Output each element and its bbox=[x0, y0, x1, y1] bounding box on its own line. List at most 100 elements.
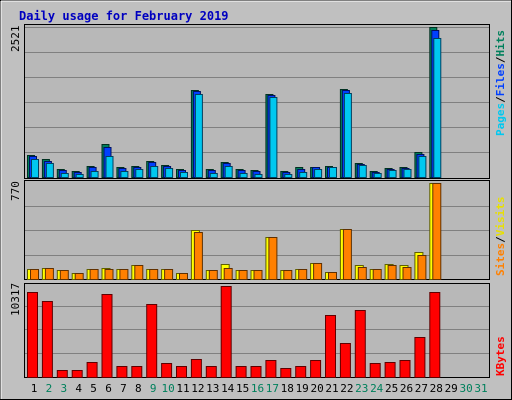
bar-bottom-kbytes-22 bbox=[339, 343, 351, 378]
bar-middle-sites-28 bbox=[432, 183, 442, 280]
bar-bottom-kbytes-7 bbox=[116, 366, 128, 378]
x-tick-label: 27 bbox=[415, 382, 428, 395]
bar-top-pages-23 bbox=[358, 165, 367, 178]
x-tick-label: 16 bbox=[251, 382, 264, 395]
x-tick-label: 18 bbox=[281, 382, 294, 395]
bar-middle-sites-10 bbox=[164, 269, 174, 280]
bar-middle-sites-25 bbox=[387, 265, 397, 280]
chart-title: Daily usage for February 2019 bbox=[19, 9, 229, 23]
bar-top-pages-14 bbox=[224, 166, 233, 178]
bar-bottom-kbytes-28 bbox=[429, 292, 441, 378]
bar-bottom-kbytes-18 bbox=[280, 368, 292, 378]
bar-top-pages-2 bbox=[45, 163, 54, 178]
x-tick-label: 9 bbox=[150, 382, 157, 395]
bar-top-pages-19 bbox=[299, 172, 308, 178]
bar-bottom-kbytes-24 bbox=[369, 363, 381, 378]
bar-bottom-kbytes-25 bbox=[384, 362, 396, 378]
bar-middle-sites-9 bbox=[149, 269, 159, 280]
legend-sites: Sites bbox=[494, 243, 507, 276]
bar-bottom-kbytes-20 bbox=[310, 360, 322, 378]
legend-hits: Hits bbox=[494, 30, 507, 57]
bar-middle-sites-16 bbox=[253, 270, 263, 280]
bar-middle-sites-20 bbox=[313, 263, 323, 280]
x-tick-label: 20 bbox=[310, 382, 323, 395]
bar-marks bbox=[27, 27, 442, 378]
x-tick-label: 14 bbox=[221, 382, 235, 395]
middle-legend: Sites/Visits bbox=[494, 197, 507, 277]
bar-top-pages-11 bbox=[180, 172, 188, 178]
bar-bottom-kbytes-27 bbox=[414, 337, 426, 378]
bar-bottom-kbytes-14 bbox=[220, 286, 232, 378]
bar-top-pages-15 bbox=[239, 173, 248, 178]
x-tick-label: 10 bbox=[161, 382, 174, 395]
bar-middle-sites-3 bbox=[59, 270, 69, 280]
bar-middle-sites-6 bbox=[104, 269, 114, 280]
x-tick-label: 23 bbox=[355, 382, 368, 395]
bar-top-pages-12 bbox=[194, 94, 203, 178]
bar-middle-sites-4 bbox=[74, 273, 84, 280]
x-tick-label: 13 bbox=[206, 382, 219, 395]
top-y-max-label: 2521 bbox=[9, 26, 22, 53]
x-tick-label: 25 bbox=[385, 382, 398, 395]
bar-middle-sites-26 bbox=[402, 267, 412, 280]
bar-top-pages-10 bbox=[165, 168, 174, 178]
bar-bottom-kbytes-8 bbox=[131, 366, 143, 378]
legend-sep: / bbox=[494, 236, 507, 243]
bar-middle-sites-18 bbox=[283, 270, 293, 280]
bar-top-pages-16 bbox=[254, 174, 263, 178]
bar-top-pages-25 bbox=[388, 170, 397, 178]
legend-files: Files bbox=[494, 63, 507, 96]
bar-bottom-kbytes-3 bbox=[56, 370, 68, 378]
bar-middle-sites-1 bbox=[30, 269, 39, 280]
bar-middle-sites-7 bbox=[119, 269, 129, 280]
top-legend: Pages/Files/Hits bbox=[494, 30, 507, 136]
x-tick-label: 26 bbox=[400, 382, 413, 395]
bar-top-pages-1 bbox=[31, 159, 39, 178]
bar-middle-sites-5 bbox=[89, 269, 99, 280]
x-tick-label: 1 bbox=[31, 382, 38, 395]
bar-bottom-kbytes-2 bbox=[41, 301, 53, 378]
x-tick-label: 6 bbox=[105, 382, 112, 395]
bar-top-pages-28 bbox=[433, 38, 442, 178]
bar-bottom-kbytes-1 bbox=[27, 292, 38, 378]
x-tick-label: 30 bbox=[459, 382, 472, 395]
bar-top-pages-20 bbox=[314, 169, 323, 178]
bar-middle-sites-8 bbox=[134, 265, 144, 280]
bar-middle-sites-15 bbox=[238, 270, 248, 280]
bar-middle-sites-12 bbox=[193, 232, 203, 280]
x-tick-label: 3 bbox=[60, 382, 67, 395]
bar-bottom-kbytes-9 bbox=[146, 304, 158, 378]
bar-middle-sites-23 bbox=[357, 267, 367, 280]
bottom-y-max-label: 10317 bbox=[9, 283, 22, 316]
bar-middle-sites-22 bbox=[342, 229, 352, 280]
x-tick-label: 15 bbox=[236, 382, 249, 395]
bar-bottom-kbytes-4 bbox=[71, 370, 83, 378]
bar-bottom-kbytes-21 bbox=[325, 315, 336, 378]
bar-top-pages-7 bbox=[120, 171, 129, 178]
bar-top-pages-24 bbox=[373, 173, 382, 178]
bar-bottom-kbytes-5 bbox=[86, 362, 98, 378]
bar-middle-sites-27 bbox=[417, 255, 427, 280]
bar-bottom-kbytes-13 bbox=[205, 366, 217, 378]
bar-top-pages-18 bbox=[284, 174, 293, 178]
bar-bottom-kbytes-19 bbox=[295, 366, 307, 378]
bar-bottom-kbytes-15 bbox=[235, 366, 247, 378]
bar-bottom-kbytes-12 bbox=[190, 359, 202, 378]
bar-top-pages-6 bbox=[105, 156, 114, 178]
bar-top-pages-13 bbox=[209, 173, 218, 178]
bar-top-pages-21 bbox=[329, 167, 337, 178]
x-tick-label: 8 bbox=[135, 382, 142, 395]
x-tick-label: 7 bbox=[120, 382, 127, 395]
bar-middle-sites-14 bbox=[223, 268, 233, 280]
bar-bottom-kbytes-6 bbox=[101, 294, 113, 378]
bar-top-pages-5 bbox=[90, 171, 99, 178]
x-tick-label: 4 bbox=[75, 382, 82, 395]
bar-bottom-kbytes-23 bbox=[354, 310, 366, 378]
bar-middle-sites-2 bbox=[44, 268, 54, 280]
x-tick-label: 22 bbox=[340, 382, 353, 395]
bar-bottom-kbytes-17 bbox=[265, 360, 277, 378]
bar-middle-sites-17 bbox=[268, 237, 278, 280]
legend-pages: Pages bbox=[494, 103, 507, 136]
x-tick-label: 28 bbox=[430, 382, 443, 395]
